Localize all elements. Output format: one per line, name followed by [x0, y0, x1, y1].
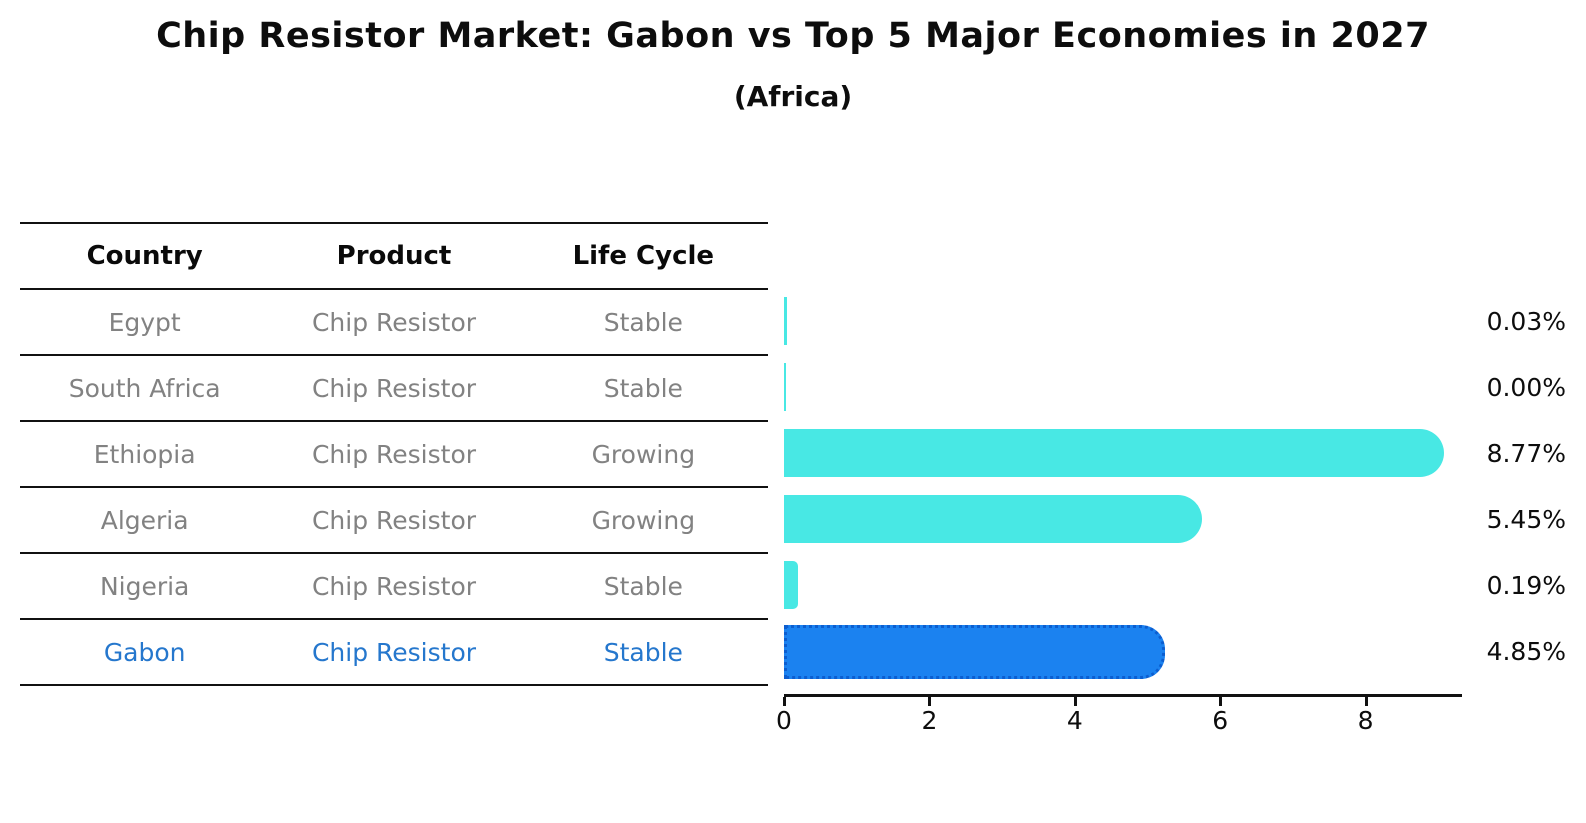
table-row: South Africa Chip Resistor Stable [20, 356, 768, 422]
table-row: Nigeria Chip Resistor Stable [20, 554, 768, 620]
bar-slot [784, 288, 1484, 354]
value-label: 0.19% [1486, 570, 1566, 600]
cell-country: South Africa [68, 373, 221, 403]
cell-country: Egypt [108, 307, 181, 337]
bars-area [784, 288, 1484, 684]
table-row: Algeria Chip Resistor Growing [20, 488, 768, 554]
cell-life-cycle: Growing [591, 439, 696, 469]
cell-country: Nigeria [99, 571, 190, 601]
bar-slot [784, 354, 1484, 420]
x-tick-mark [1219, 697, 1223, 706]
cell-product: Chip Resistor [311, 439, 477, 469]
x-axis-line [784, 694, 1462, 697]
x-tick-label: 6 [1212, 706, 1229, 735]
cell-country: Algeria [100, 505, 189, 535]
chart-subtitle: (Africa) [733, 80, 853, 113]
cell-country: Ethiopia [93, 439, 196, 469]
value-label: 4.85% [1486, 636, 1566, 666]
table-body: Egypt Chip Resistor Stable South Africa … [20, 290, 768, 686]
value-labels-column: 0.03% 0.00% 8.77% 5.45% 0.19% 4.85% [1440, 288, 1566, 684]
bar-slot [784, 420, 1484, 486]
cell-life-cycle: Stable [603, 571, 683, 601]
x-tick-mark [1364, 697, 1368, 706]
bar-slot [784, 618, 1484, 684]
value-label: 8.77% [1486, 438, 1566, 468]
cell-life-cycle: Growing [591, 505, 696, 535]
x-tick-mark [928, 697, 932, 706]
bar-nigeria [784, 561, 798, 609]
bar-slot [784, 486, 1484, 552]
column-header-product: Product [336, 241, 452, 271]
chart-title: Chip Resistor Market: Gabon vs Top 5 Maj… [156, 16, 1430, 56]
x-tick-label: 8 [1357, 706, 1374, 735]
cell-life-cycle: Stable [603, 307, 683, 337]
cell-country: Gabon [103, 637, 186, 667]
cell-product: Chip Resistor [311, 307, 477, 337]
x-tick-label: 2 [921, 706, 938, 735]
bar-egypt [784, 297, 787, 345]
cell-product: Chip Resistor [311, 637, 477, 667]
value-label: 0.03% [1486, 306, 1566, 336]
bar-ethiopia [784, 429, 1444, 477]
column-header-country: Country [86, 241, 203, 271]
table-row: Gabon Chip Resistor Stable [20, 620, 768, 686]
table-row: Ethiopia Chip Resistor Growing [20, 422, 768, 488]
cell-product: Chip Resistor [311, 505, 477, 535]
cell-life-cycle: Stable [603, 637, 683, 667]
column-header-life-cycle: Life Cycle [572, 241, 715, 271]
value-label: 0.00% [1486, 372, 1566, 402]
x-tick-label: 4 [1066, 706, 1083, 735]
table-row: Egypt Chip Resistor Stable [20, 290, 768, 356]
x-tick-mark [1073, 697, 1077, 706]
cell-product: Chip Resistor [311, 571, 477, 601]
table-header-row: Country Product Life Cycle [20, 224, 768, 290]
bar-highlight-gabon [784, 625, 1165, 679]
x-tick-label: 0 [776, 706, 792, 735]
cell-life-cycle: Stable [603, 373, 683, 403]
bar-south-africa [784, 363, 786, 411]
x-tick-mark [783, 697, 786, 706]
cell-product: Chip Resistor [311, 373, 477, 403]
bar-slot [784, 552, 1484, 618]
bar-algeria [784, 495, 1203, 543]
data-table: Country Product Life Cycle Egypt Chip Re… [20, 222, 768, 686]
value-label: 5.45% [1486, 504, 1566, 534]
